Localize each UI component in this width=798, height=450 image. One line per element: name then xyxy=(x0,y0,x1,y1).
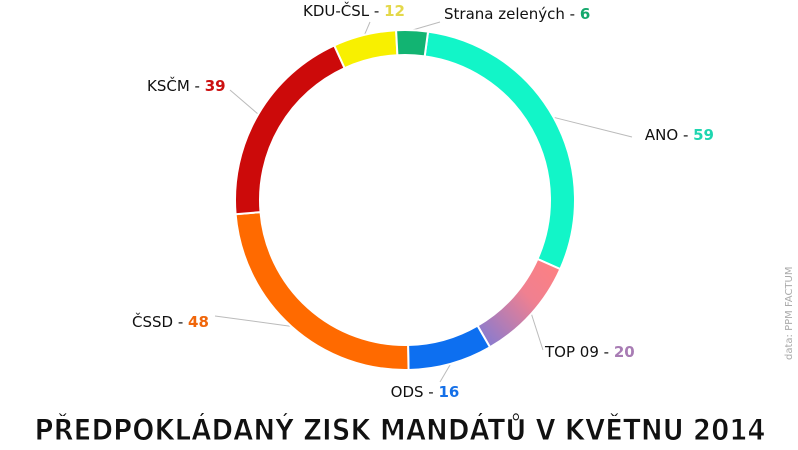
segment-label: ODS - 16 xyxy=(391,383,460,401)
chart-title: PŘEDPOKLÁDANÝ ZISK MANDÁTŮ V KVĚTNU 2014 xyxy=(34,413,765,447)
donut-segment xyxy=(423,30,576,271)
source: data: PPM FACTUM xyxy=(784,267,795,360)
segment-label: ANO - 59 xyxy=(645,126,714,144)
category-name: KSČM xyxy=(147,76,190,95)
segment-label: ČSSD - 48 xyxy=(132,312,209,331)
leader-line xyxy=(411,21,441,31)
value-label: 59 xyxy=(693,126,714,144)
leader-line xyxy=(229,89,259,115)
leader-line xyxy=(530,313,544,351)
category-name: ANO xyxy=(645,126,678,144)
segment-label: Strana zelených - 6 xyxy=(444,5,590,23)
segment-label: KDU-ČSL - 12 xyxy=(303,1,405,20)
leader-line xyxy=(214,315,292,327)
separator: - xyxy=(599,343,614,361)
value-label: 12 xyxy=(384,2,405,20)
separator: - xyxy=(424,383,439,401)
separator: - xyxy=(369,2,384,20)
separator: - xyxy=(190,77,205,95)
category-name: ČSSD xyxy=(132,312,173,331)
separator: - xyxy=(678,126,693,144)
donut-segment xyxy=(234,211,410,371)
donut-segment xyxy=(476,257,562,349)
separator: - xyxy=(173,313,188,331)
value-label: 39 xyxy=(205,77,226,95)
donut-segment xyxy=(234,44,346,216)
leader-line xyxy=(553,116,633,138)
value-label: 6 xyxy=(580,5,590,23)
donut-segment xyxy=(407,324,492,371)
category-name: KDU-ČSL xyxy=(303,1,370,20)
donut-segment xyxy=(332,29,399,70)
category-name: TOP 09 xyxy=(544,343,599,361)
category-name: ODS xyxy=(391,383,424,401)
donut-segment xyxy=(395,29,430,58)
value-label: 48 xyxy=(188,313,209,331)
separator: - xyxy=(565,5,580,23)
leader-line xyxy=(363,21,371,36)
category-name: Strana zelených xyxy=(444,5,565,23)
segment-label: KSČM - 39 xyxy=(147,76,226,95)
segment-label: TOP 09 - 20 xyxy=(544,343,635,361)
value-label: 20 xyxy=(614,343,635,361)
value-label: 16 xyxy=(438,383,459,401)
leader-line xyxy=(439,363,452,383)
